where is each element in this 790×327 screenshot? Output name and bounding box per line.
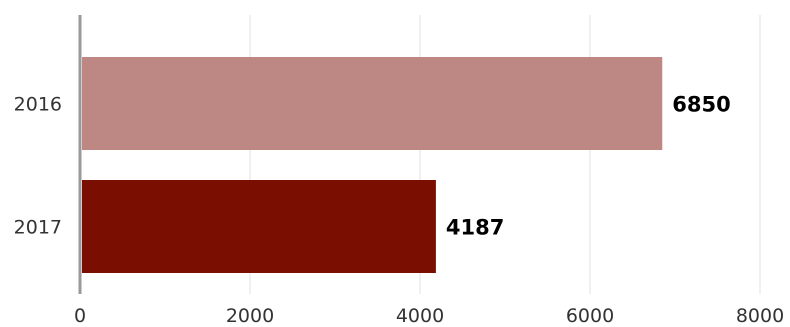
x-tick-label: 2000	[226, 305, 274, 327]
value-label-2016: 6850	[672, 93, 730, 117]
bar-2017	[82, 180, 436, 273]
labels: 0 2000 4000 6000 8000 2016 6850 2017 4187	[14, 93, 785, 327]
category-label-2017: 2017	[14, 217, 62, 239]
category-label-2016: 2016	[14, 94, 62, 116]
bar-2016	[82, 57, 663, 150]
x-tick-label: 4000	[396, 305, 444, 327]
bars	[82, 57, 663, 273]
x-tick-label: 8000	[736, 305, 784, 327]
value-label-2017: 4187	[446, 216, 504, 240]
x-tick-label: 0	[74, 305, 86, 327]
x-tick-label: 6000	[566, 305, 614, 327]
